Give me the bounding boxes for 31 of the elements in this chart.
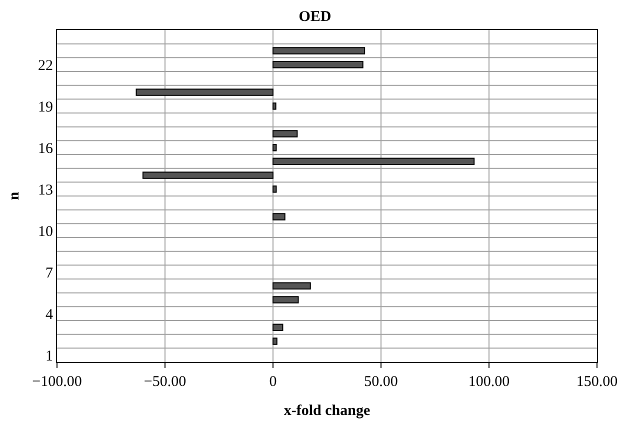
bar <box>272 130 298 138</box>
x-tick-label: 50.00 <box>364 374 398 390</box>
bar <box>272 324 284 332</box>
y-tick-label: 16 <box>38 140 54 157</box>
chart-title: OED <box>298 9 332 26</box>
bar <box>142 172 274 179</box>
x-tick-label: −100.00 <box>32 374 82 390</box>
y-tick-label: 7 <box>46 265 54 282</box>
bar <box>272 144 277 152</box>
bar <box>272 158 475 166</box>
bar <box>272 102 276 110</box>
bar <box>272 185 277 193</box>
x-axis-title: x-fold change <box>284 403 370 419</box>
bar <box>272 282 311 290</box>
bar <box>272 213 286 220</box>
y-tick-label: 1 <box>46 348 53 364</box>
y-tick-label: 22 <box>38 58 53 74</box>
y-tick-label: 4 <box>46 306 54 323</box>
bar <box>272 338 278 345</box>
bar <box>272 47 366 54</box>
x-tick-label: 0 <box>269 374 277 390</box>
x-tick-label: −50.00 <box>144 374 186 390</box>
x-tick-label: 100.00 <box>468 374 510 390</box>
bar <box>272 60 364 68</box>
y-tick-label: 13 <box>38 182 53 198</box>
bar <box>272 296 299 304</box>
y-tick-label: 19 <box>38 99 53 116</box>
y-tick-label: 10 <box>38 224 53 240</box>
y-axis-title: n <box>6 191 22 200</box>
bar <box>136 88 274 96</box>
x-tick-label: 150.00 <box>576 374 618 390</box>
